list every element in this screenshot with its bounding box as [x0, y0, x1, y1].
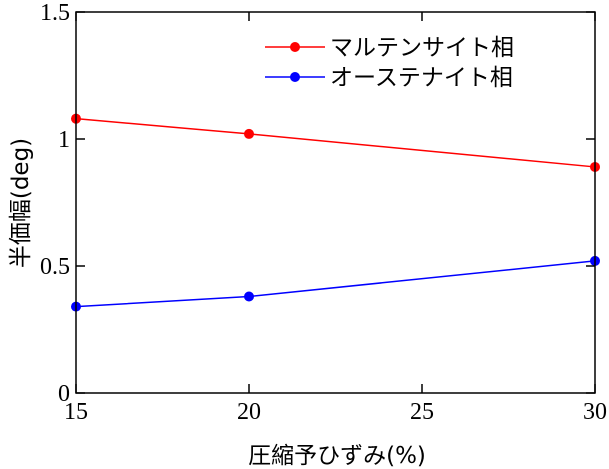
legend-label-1: オーステナイト相 [330, 65, 513, 91]
x-tick-label: 20 [237, 399, 261, 425]
x-tick-label: 15 [64, 399, 88, 425]
legend-marker-0 [290, 42, 300, 52]
y-tick-label: 1 [58, 127, 70, 153]
y-axis-label: 半価幅(deg) [8, 138, 34, 268]
series-line-1 [75, 260, 596, 308]
plot-frame [75, 11, 596, 394]
legend-label-0: マルテンサイト相 [330, 35, 514, 61]
ticks-layer: 15 20 25 30 0 0.5 1 1.5 [40, 0, 607, 425]
data-point [244, 291, 254, 302]
y-tick-label: 1.5 [40, 0, 70, 26]
x-tick-label: 30 [583, 399, 607, 425]
x-axis-label: 圧縮予ひずみ(%) [248, 443, 426, 469]
x-tick-label: 25 [410, 399, 434, 425]
y-tick-label: 0 [58, 381, 70, 407]
series-line-0 [75, 117, 596, 168]
plot-layer [71, 113, 600, 312]
y-tick-label: 0.5 [40, 254, 70, 280]
legend-marker-1 [290, 72, 300, 82]
data-point [244, 128, 254, 139]
